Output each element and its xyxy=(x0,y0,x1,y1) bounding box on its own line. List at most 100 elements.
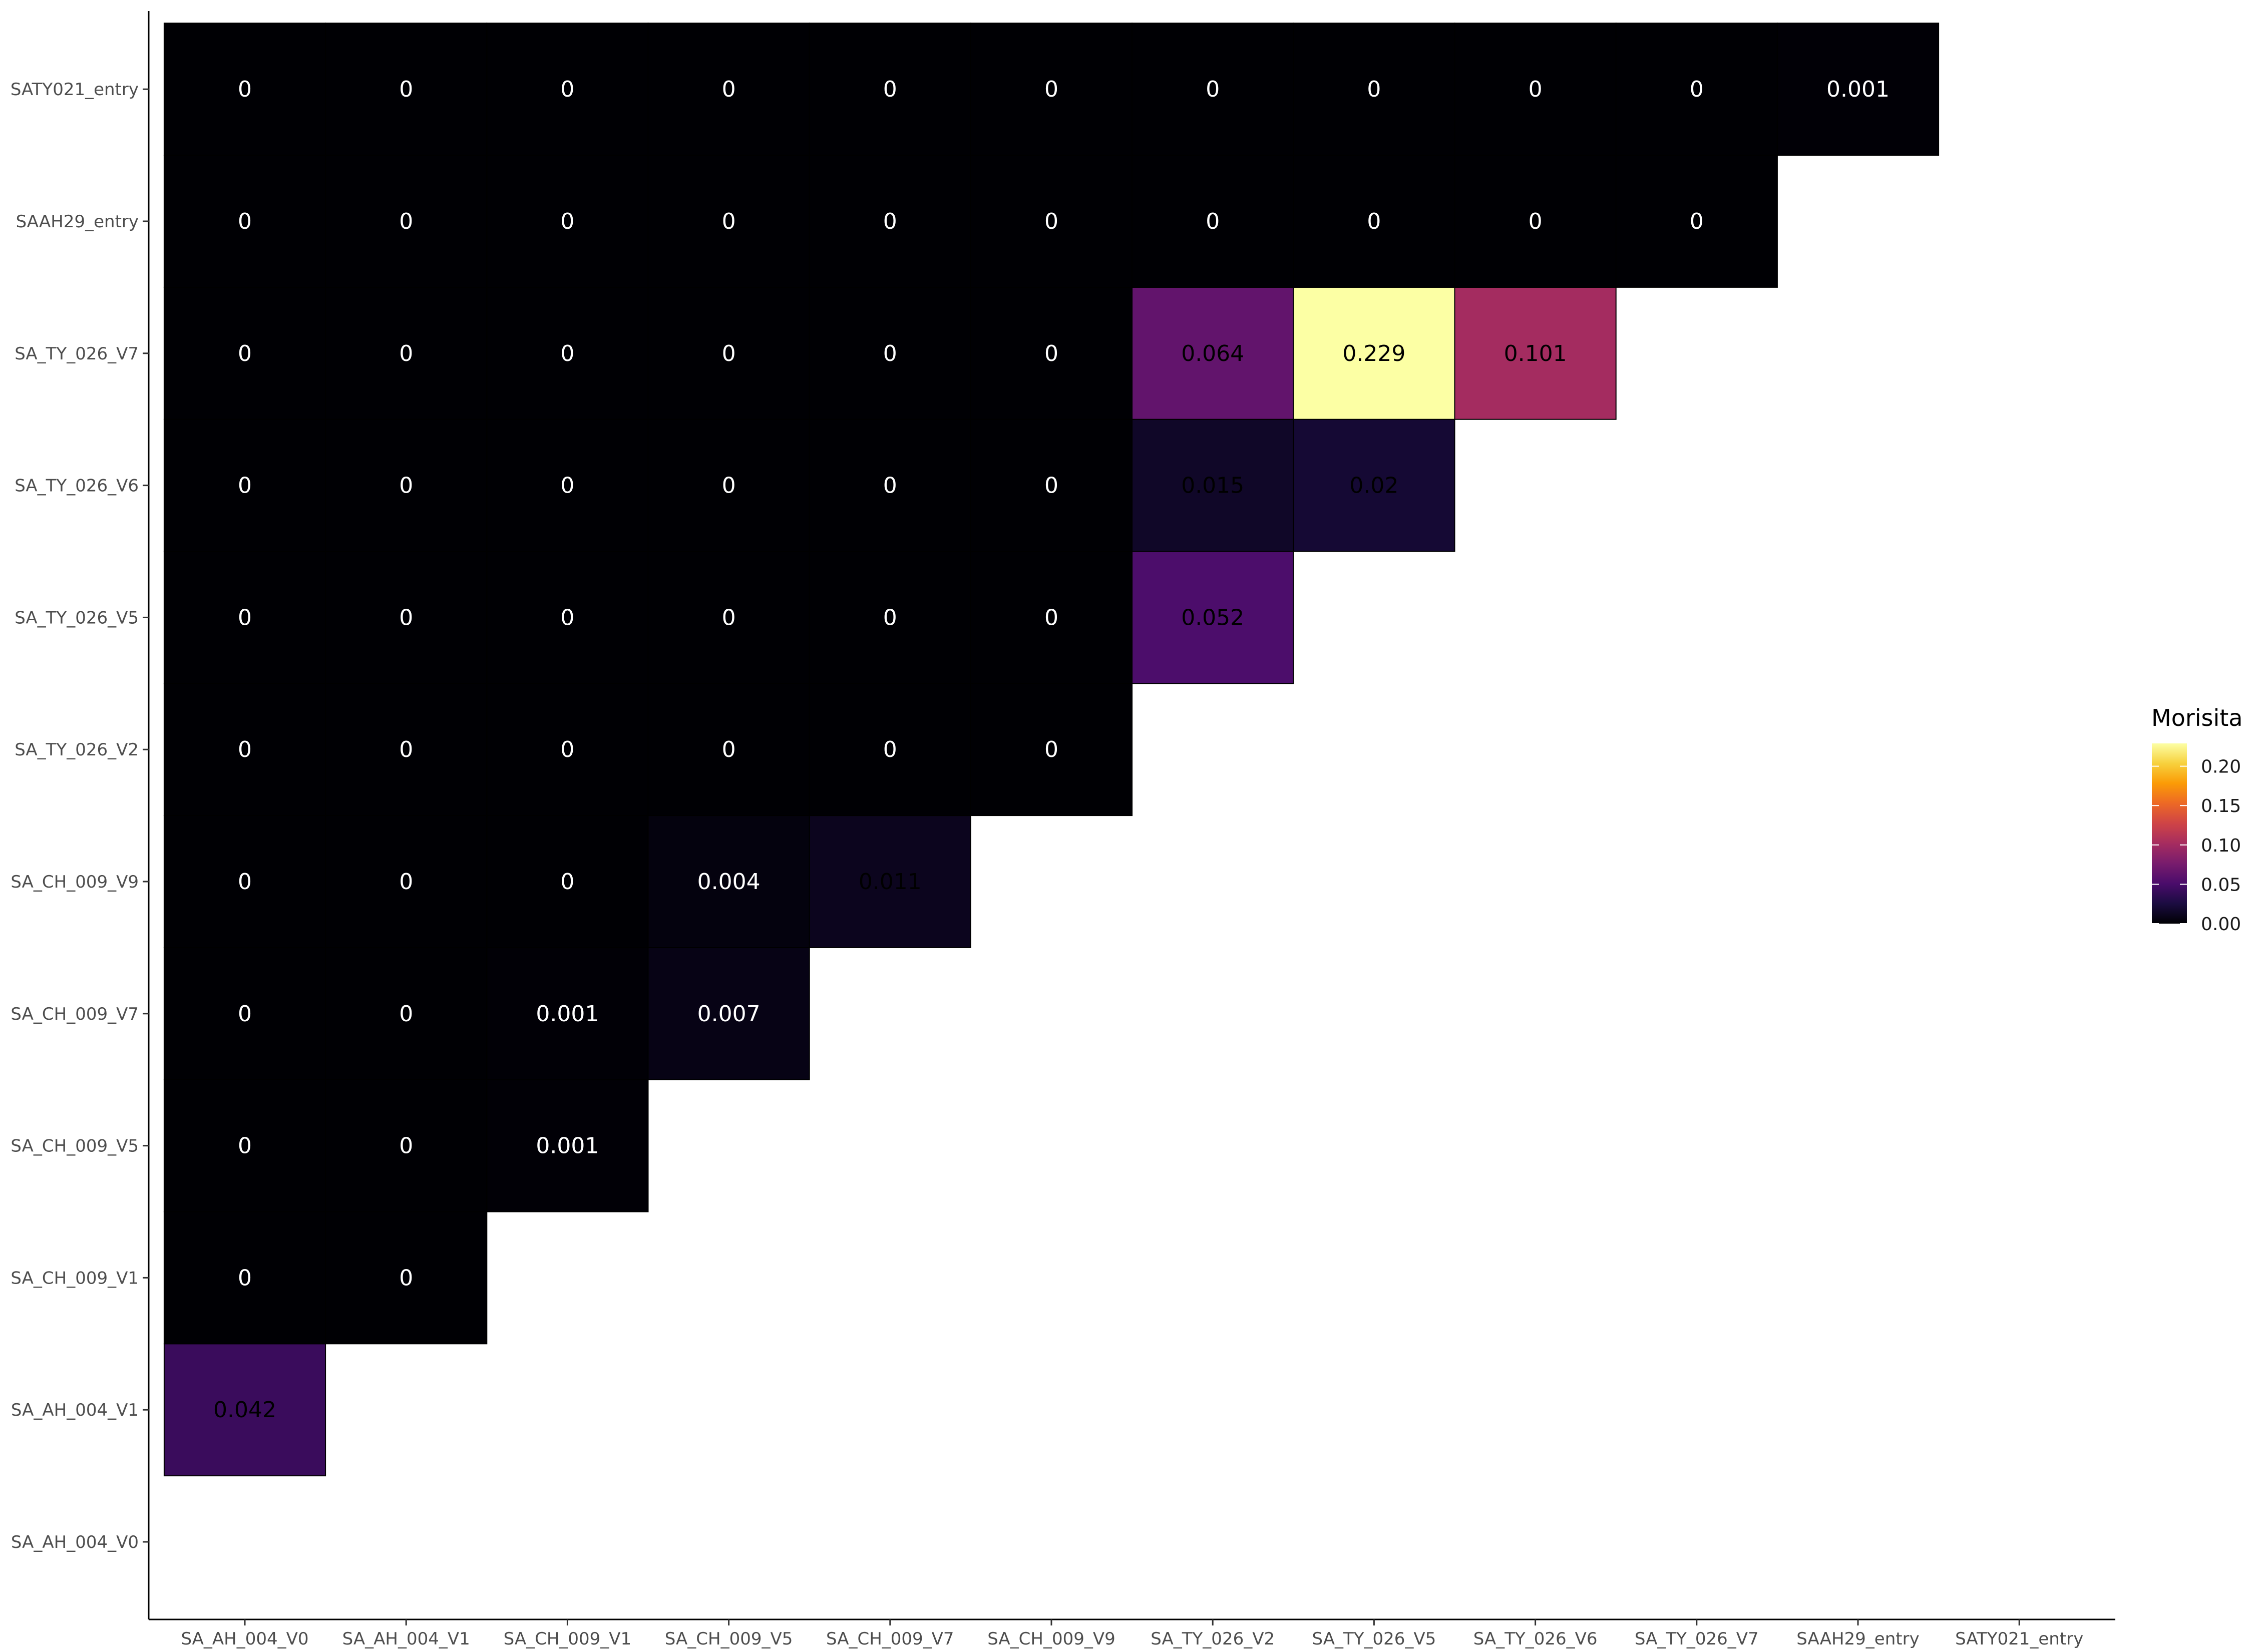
cell-value-label: 0.015 xyxy=(1181,473,1244,499)
heatmap-cell xyxy=(809,23,971,156)
heatmap-cell xyxy=(163,1079,326,1212)
y-tick-label: SA_CH_009_V9 xyxy=(11,872,139,892)
x-tick-label: SA_CH_009_V5 xyxy=(665,1629,793,1649)
heatmap-cell xyxy=(1615,155,1778,288)
cell-value-label: 0 xyxy=(238,1265,252,1291)
legend-tick-label: 0.10 xyxy=(2201,836,2241,856)
cell-value-label: 0 xyxy=(399,605,413,630)
heatmap-cell xyxy=(163,1211,326,1345)
heatmap-cell xyxy=(1132,23,1294,156)
cell-value-label: 0.001 xyxy=(1826,77,1890,102)
cell-value-label: 0 xyxy=(238,1133,252,1159)
heatmap-cell xyxy=(970,683,1133,816)
cell-value-label: 0 xyxy=(238,605,252,630)
cell-value-label: 0.011 xyxy=(859,869,922,895)
cell-value-label: 0 xyxy=(1529,77,1543,102)
y-tick-label: SAAH29_entry xyxy=(16,212,139,232)
cell-value-label: 0.001 xyxy=(536,1001,599,1027)
x-tick-label: SA_TY_026_V2 xyxy=(1151,1629,1275,1649)
cell-value-label: 0 xyxy=(1044,341,1058,366)
heatmap-cell xyxy=(163,286,326,420)
x-tick-label: SA_CH_009_V9 xyxy=(987,1629,1115,1649)
heatmap-cell xyxy=(1454,286,1617,420)
cell-value-label: 0 xyxy=(1044,605,1058,630)
cell-value-label: 0 xyxy=(722,737,736,762)
heatmap-cell xyxy=(325,23,488,156)
cell-value-label: 0 xyxy=(560,77,574,102)
x-tick-label: SA_TY_026_V7 xyxy=(1635,1629,1759,1649)
cell-value-label: 0 xyxy=(883,605,897,630)
x-tick-label: SATY021_entry xyxy=(1955,1629,2083,1649)
heatmap-cell xyxy=(1293,23,1455,156)
heatmap-cell xyxy=(486,155,649,288)
cell-value-label: 0 xyxy=(883,341,897,366)
cell-value-label: 0 xyxy=(883,737,897,762)
cell-value-label: 0.001 xyxy=(536,1133,599,1159)
cell-value-label: 0.007 xyxy=(697,1001,761,1027)
heatmap-cell xyxy=(647,286,810,420)
x-tick-label: SAAH29_entry xyxy=(1796,1629,1919,1649)
cell-value-label: 0 xyxy=(1206,77,1220,102)
cell-value-label: 0 xyxy=(399,1265,413,1291)
cell-value-label: 0 xyxy=(399,341,413,366)
cell-value-label: 0 xyxy=(1044,209,1058,234)
cell-value-label: 0 xyxy=(238,1001,252,1027)
cell-value-label: 0.101 xyxy=(1504,341,1567,366)
heatmap-cell xyxy=(809,815,971,948)
cell-value-label: 0 xyxy=(560,473,574,499)
cell-value-label: 0 xyxy=(722,77,736,102)
heatmap-cell xyxy=(647,23,810,156)
y-tick-label: SA_CH_009_V1 xyxy=(11,1268,139,1288)
color-legend: Morisita 0.00 0.05 0.10 0.15 0.20 xyxy=(2151,704,2243,935)
heatmap-cell xyxy=(486,683,649,816)
heatmap-cell xyxy=(163,419,326,552)
cell-value-label: 0.052 xyxy=(1181,605,1244,630)
heatmap-cell xyxy=(970,23,1133,156)
cell-value-label: 0 xyxy=(1367,209,1381,234)
cell-value-label: 0 xyxy=(238,737,252,762)
legend-tick-label: 0.20 xyxy=(2201,757,2241,777)
heatmap-cell xyxy=(647,683,810,816)
cell-value-label: 0 xyxy=(399,869,413,895)
cell-value-label: 0 xyxy=(722,341,736,366)
cell-value-label: 0 xyxy=(560,209,574,234)
y-tick-label: SA_CH_009_V7 xyxy=(11,1004,139,1024)
heatmap-cell xyxy=(486,815,649,948)
heatmap-cell xyxy=(325,155,488,288)
heatmap-cell xyxy=(163,947,326,1080)
heatmap-cell xyxy=(486,1079,649,1212)
y-tick-label: SA_AH_004_V0 xyxy=(11,1532,139,1552)
heatmap-cell xyxy=(647,947,810,1080)
heatmap-cell xyxy=(1454,155,1617,288)
heatmap-cell xyxy=(1132,551,1294,684)
heatmap-cell xyxy=(809,683,971,816)
heatmap-cell xyxy=(486,947,649,1080)
x-tick-label: SA_AH_004_V0 xyxy=(181,1629,308,1649)
x-tick-label: SA_AH_004_V1 xyxy=(342,1629,470,1649)
cell-value-label: 0 xyxy=(399,1133,413,1159)
cell-value-label: 0 xyxy=(1044,737,1058,762)
cell-value-label: 0 xyxy=(1367,77,1381,102)
y-tick-label: SA_TY_026_V2 xyxy=(15,740,139,760)
cell-value-label: 0 xyxy=(399,209,413,234)
cell-value-label: 0.064 xyxy=(1181,341,1244,366)
heatmap-cell xyxy=(325,551,488,684)
axes: SA_AH_004_V0 SA_AH_004_V1 SA_CH_009_V1 SA_C… xyxy=(11,11,2115,1649)
heatmap-cell xyxy=(1293,286,1455,420)
cell-value-label: 0 xyxy=(722,605,736,630)
cell-value-label: 0 xyxy=(560,869,574,895)
cell-value-label: 0 xyxy=(238,473,252,499)
y-tick-label: SA_CH_009_V5 xyxy=(11,1136,139,1156)
heatmap-cell xyxy=(970,286,1133,420)
y-tick-label: SA_TY_026_V6 xyxy=(15,476,139,496)
cell-value-label: 0.004 xyxy=(697,869,761,895)
heatmap-cell xyxy=(163,23,326,156)
x-tick-label: SA_TY_026_V6 xyxy=(1473,1629,1598,1649)
x-tick-label: SA_CH_009_V7 xyxy=(826,1629,954,1649)
y-tick-label: SA_AH_004_V1 xyxy=(11,1400,139,1420)
heatmap-cell xyxy=(809,286,971,420)
heatmap-cell xyxy=(163,155,326,288)
cell-value-label: 0 xyxy=(560,737,574,762)
heatmap-cell xyxy=(486,23,649,156)
